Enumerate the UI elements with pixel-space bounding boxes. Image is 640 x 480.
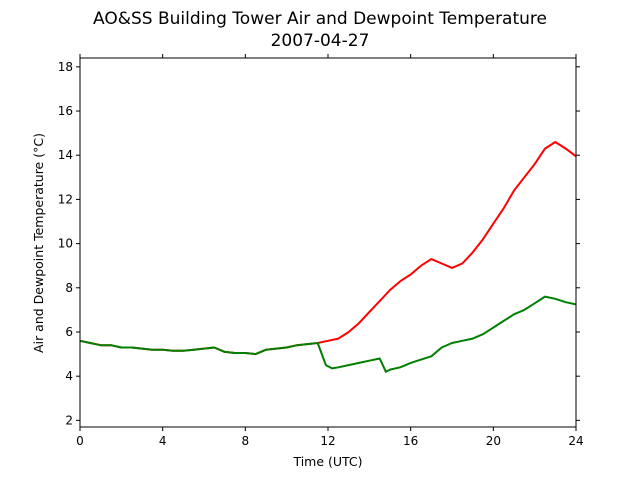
chart-subtitle: 2007-04-27: [271, 31, 370, 51]
x-tick-label: 20: [486, 434, 501, 448]
x-axis-label: Time (UTC): [292, 454, 362, 469]
y-tick-label: 16: [58, 104, 73, 118]
y-tick-label: 18: [58, 60, 73, 74]
y-tick-label: 4: [65, 369, 73, 383]
y-tick-label: 10: [58, 237, 73, 251]
x-tick-label: 12: [320, 434, 335, 448]
y-tick-label: 6: [65, 325, 73, 339]
y-tick-label: 8: [65, 281, 73, 295]
plot-series: [79, 141, 577, 373]
y-tick-label: 2: [65, 413, 73, 427]
series-line-2: [79, 295, 577, 373]
x-tick-label: 0: [76, 434, 84, 448]
x-tick-label: 8: [242, 434, 250, 448]
y-axis-label: Air and Dewpoint Temperature (°C): [31, 133, 46, 353]
x-tick-label: 24: [568, 434, 583, 448]
x-tick-label: 16: [403, 434, 418, 448]
y-tick-label: 12: [58, 192, 73, 206]
plot-frame: [79, 57, 577, 428]
chart-title: AO&SS Building Tower Air and Dewpoint Te…: [93, 9, 547, 29]
x-tick-label: 4: [159, 434, 167, 448]
y-tick-label: 14: [58, 148, 73, 162]
